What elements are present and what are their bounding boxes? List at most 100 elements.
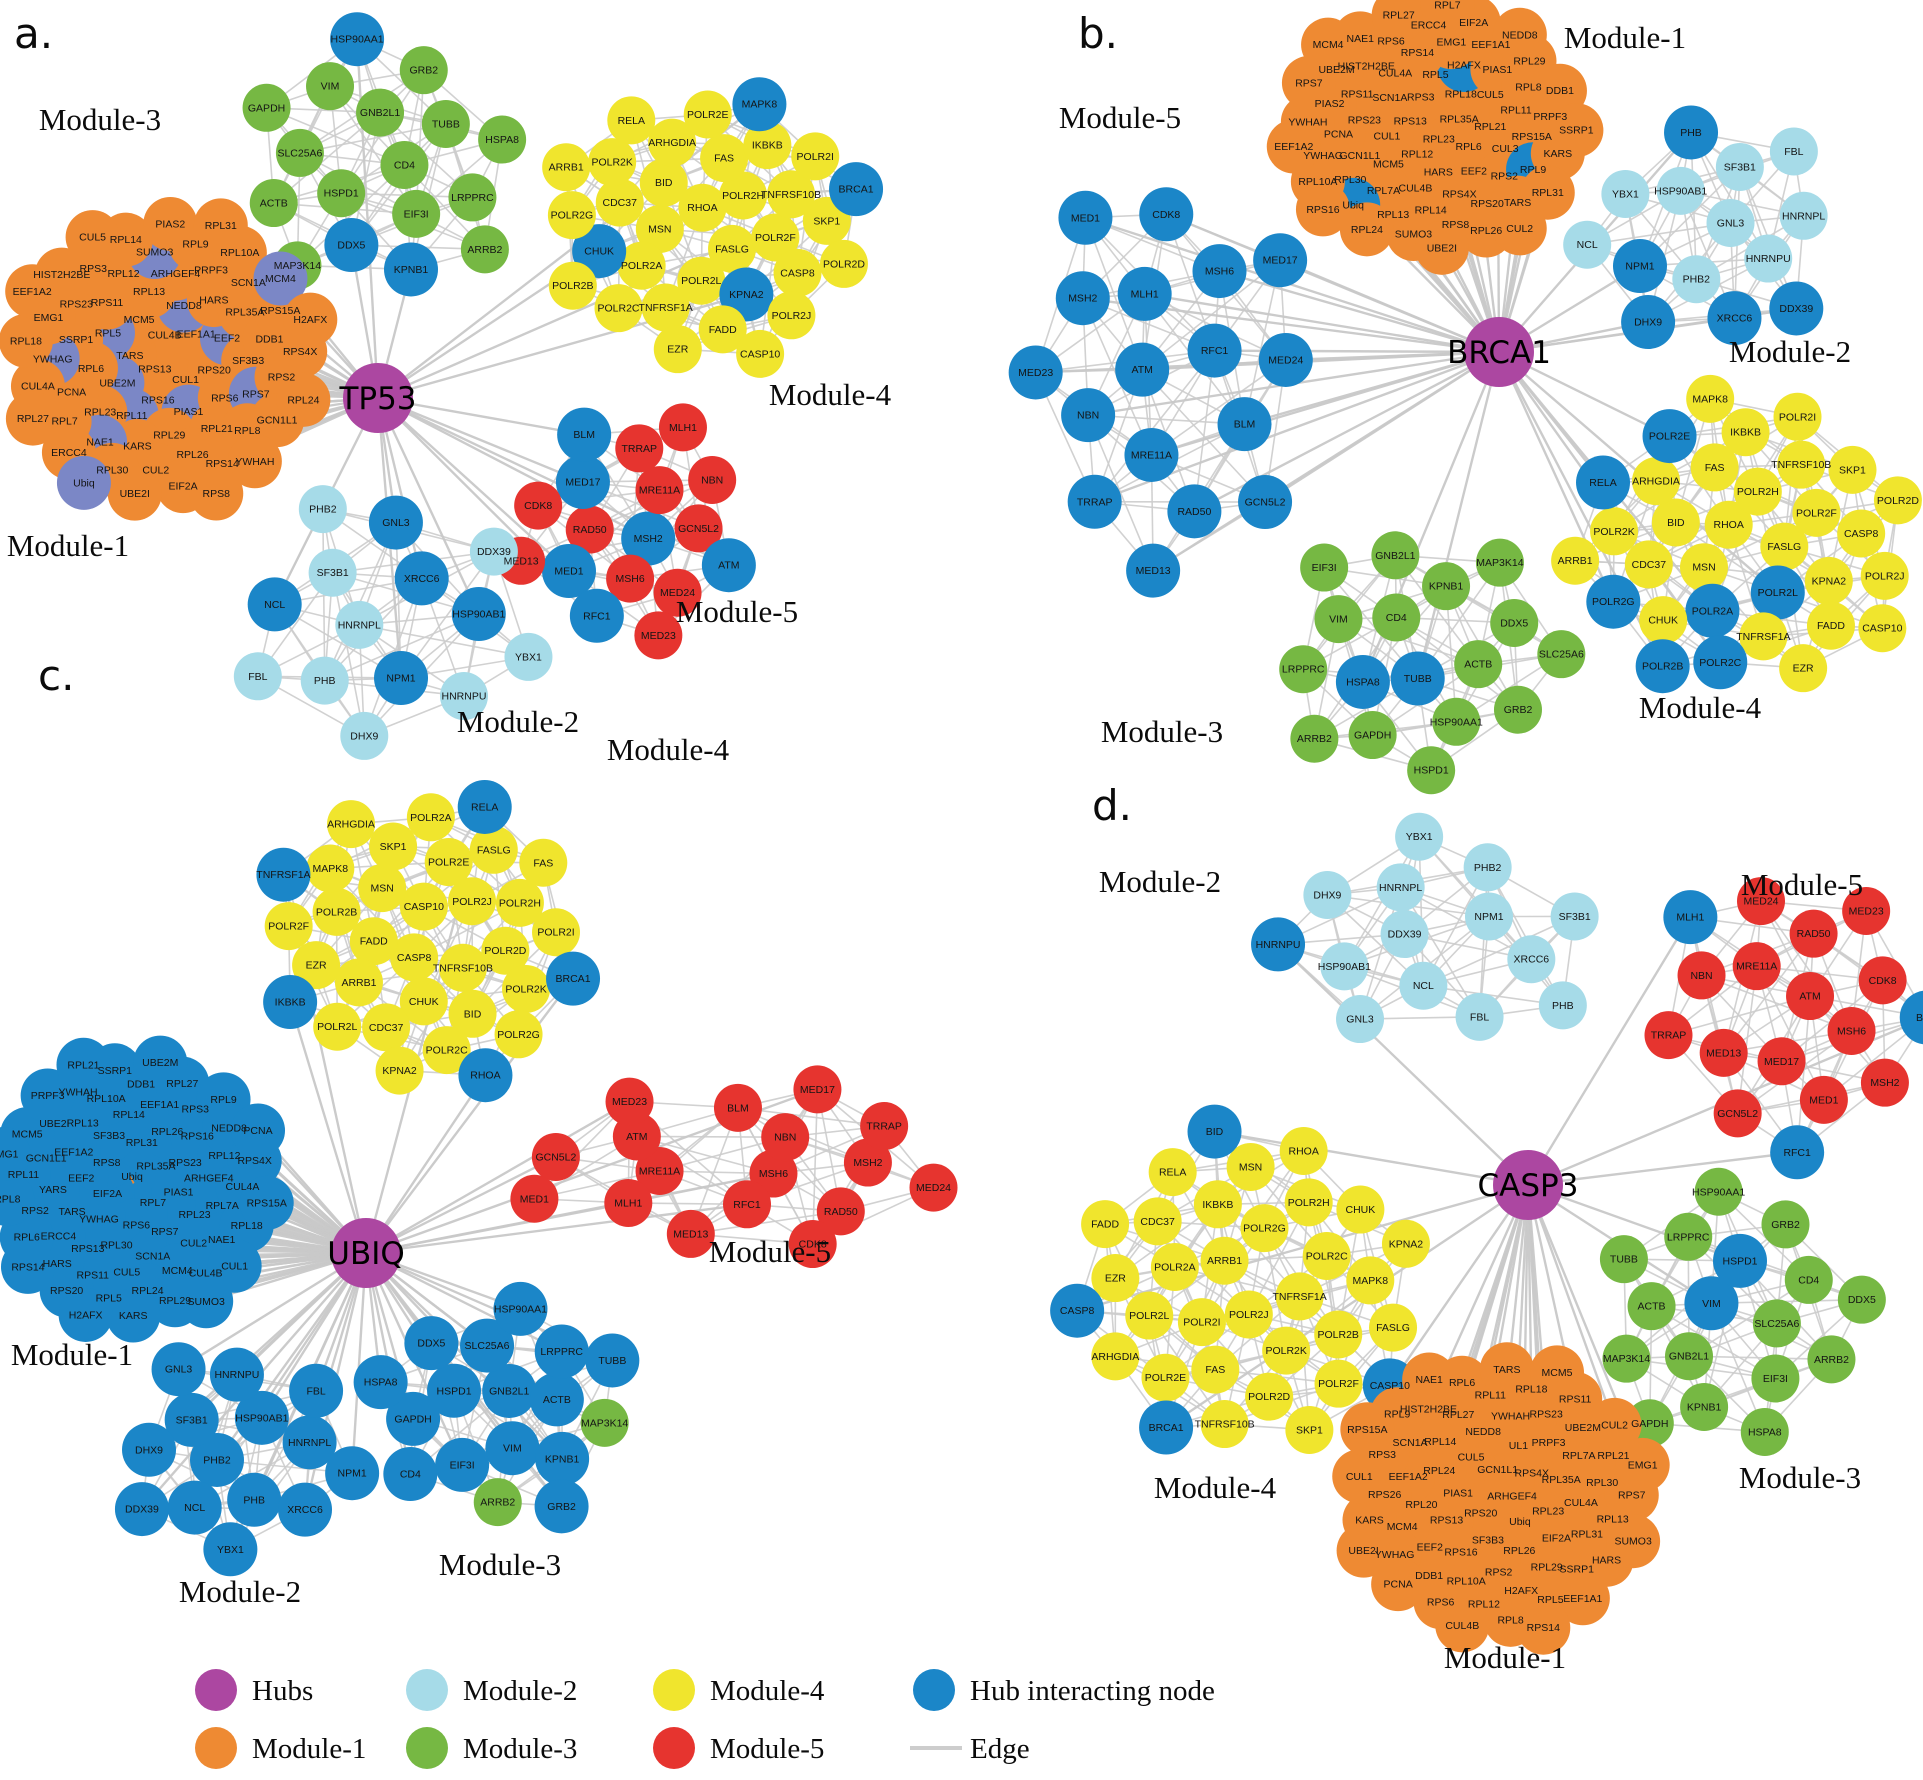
node-label-RPL23: RPL23 <box>1423 134 1455 146</box>
node-label-GRB2: GRB2 <box>1771 1219 1800 1231</box>
node-label-GNL3: GNL3 <box>165 1364 193 1376</box>
node-label-DDX39: DDX39 <box>1388 929 1422 941</box>
legend-item-module-2: Module-2 <box>406 1669 577 1711</box>
node-label-HSP90AA1: HSP90AA1 <box>494 1303 547 1315</box>
node-label-YBX1: YBX1 <box>1406 831 1433 843</box>
node-label-KPNA2: KPNA2 <box>1812 575 1847 587</box>
node-label-CUL5: CUL5 <box>113 1267 140 1279</box>
node-label-MRE11A: MRE11A <box>639 1165 680 1177</box>
node-label-MSH2: MSH2 <box>1870 1077 1899 1089</box>
node-label-CDC37: CDC37 <box>1140 1216 1175 1228</box>
node-label-POLR2E: POLR2E <box>1649 431 1690 443</box>
node-label-NEDD8: NEDD8 <box>1502 29 1538 41</box>
module-label-b-Module-4: Module-4 <box>1639 690 1762 725</box>
node-label-HNRNPL: HNRNPL <box>288 1437 331 1449</box>
node-label-PHB: PHB <box>243 1494 265 1506</box>
node-label-YWHAG: YWHAG <box>33 353 73 365</box>
node-label-RPL21: RPL21 <box>201 423 233 435</box>
node-label-DHX9: DHX9 <box>1313 890 1341 902</box>
node-label-EEF1A2: EEF1A2 <box>1389 1471 1428 1483</box>
node-label-BLM: BLM <box>1916 1012 1923 1024</box>
panel-letter-b: b. <box>1078 9 1118 58</box>
node-label-HSP90AB1: HSP90AB1 <box>1654 185 1707 197</box>
node-label-ACTB: ACTB <box>1464 659 1492 671</box>
node-label-NAE1: NAE1 <box>1346 33 1374 45</box>
node-label-YWHAG: YWHAG <box>1375 1549 1415 1561</box>
node-label-FASLG: FASLG <box>1767 541 1801 553</box>
node-label-TNFRSF10B: TNFRSF10B <box>433 962 493 974</box>
node-label-POLR2H: POLR2H <box>499 897 541 909</box>
node-label-POLR2A: POLR2A <box>410 812 451 824</box>
node-label-HSPA8: HSPA8 <box>364 1377 398 1389</box>
node-label-RPS7: RPS7 <box>1618 1490 1646 1502</box>
node-label-KPNA2: KPNA2 <box>382 1065 417 1077</box>
node-label-POLR2D: POLR2D <box>1877 495 1919 507</box>
node-label-POLR2C: POLR2C <box>426 1045 468 1057</box>
node-label-HSPA8: HSPA8 <box>1346 676 1380 688</box>
node-label-DDB1: DDB1 <box>255 334 283 346</box>
node-label-HARS: HARS <box>1424 167 1453 179</box>
node-label-RPL13: RPL13 <box>67 1117 99 1129</box>
node-label-BID: BID <box>1667 517 1685 529</box>
node-label-RPL5: RPL5 <box>96 1293 122 1305</box>
node-label-SF3B3: SF3B3 <box>232 355 264 367</box>
node-label-IKBKB: IKBKB <box>275 997 306 1009</box>
node-label-POLR2H: POLR2H <box>722 190 764 202</box>
node-label-POLR2B: POLR2B <box>1317 1329 1358 1341</box>
node-label-FAS: FAS <box>714 153 734 165</box>
node-label-RPL13: RPL13 <box>1597 1514 1629 1526</box>
node-label-RPL27: RPL27 <box>1383 10 1415 22</box>
node-label-EEF2: EEF2 <box>1417 1542 1443 1554</box>
node-label-HSPA8: HSPA8 <box>485 134 519 146</box>
node-label-GCN5L2: GCN5L2 <box>678 523 719 535</box>
node-label-SUMO3: SUMO3 <box>136 247 174 259</box>
node-label-RPL6: RPL6 <box>78 363 104 375</box>
legend-swatch-orange-icon <box>195 1727 237 1769</box>
node-label-GNL3: GNL3 <box>1717 217 1745 229</box>
node-label-POLR2I: POLR2I <box>1183 1317 1220 1329</box>
node-label-HSP90AB1: HSP90AB1 <box>1318 961 1371 973</box>
node-label-POLR2A: POLR2A <box>1692 605 1733 617</box>
module-label-c-Module-2: Module-2 <box>179 1574 301 1609</box>
node-label-POLR2K: POLR2K <box>1265 1345 1306 1357</box>
node-label-SSRP1: SSRP1 <box>98 1065 133 1077</box>
node-label-POLR2I: POLR2I <box>797 151 834 163</box>
node-label-MRE11A: MRE11A <box>1131 449 1172 461</box>
node-label-KPNB1: KPNB1 <box>394 264 429 276</box>
node-label-SSRP1: SSRP1 <box>1559 125 1594 137</box>
node-label-RPL35A: RPL35A <box>225 307 264 319</box>
node-label-CASP10: CASP10 <box>404 901 444 913</box>
node-label-GAPDH: GAPDH <box>394 1413 431 1425</box>
node-label-RPL24: RPL24 <box>1423 1465 1455 1477</box>
node-label-PHB2: PHB2 <box>309 504 337 516</box>
node-label-TNFRSF1A: TNFRSF1A <box>256 869 310 881</box>
node-label-MCM4: MCM4 <box>1313 39 1344 51</box>
node-label-MCM5: MCM5 <box>124 314 155 326</box>
node-label-RPL31: RPL31 <box>1571 1529 1603 1541</box>
node-label-RPL26: RPL26 <box>1503 1545 1535 1557</box>
legend-swatch-yellow-icon <box>653 1669 695 1711</box>
node-label-GCN1L1: GCN1L1 <box>1477 1464 1518 1476</box>
node-label-RPS14: RPS14 <box>1527 1622 1560 1634</box>
node-label-POLR2D: POLR2D <box>484 945 526 957</box>
module-label-c-Module-5: Module-5 <box>709 1234 831 1269</box>
node-label-RELA: RELA <box>1159 1167 1186 1179</box>
node-label-NAE1: NAE1 <box>1415 1374 1443 1386</box>
legend-item-hubs: Hubs <box>195 1669 313 1711</box>
node-label-TARS: TARS <box>116 350 143 362</box>
node-label-POLR2H: POLR2H <box>1737 486 1779 498</box>
node-label-IKBKB: IKBKB <box>1202 1199 1233 1211</box>
node-label-POLR2C: POLR2C <box>598 303 640 315</box>
node-label-EEF2: EEF2 <box>68 1173 94 1185</box>
node-label-RPL27: RPL27 <box>166 1078 198 1090</box>
node-label-HSP90AA1: HSP90AA1 <box>331 34 384 46</box>
node-label-RPL23: RPL23 <box>84 406 116 418</box>
node-label-TARS: TARS <box>1493 1364 1520 1376</box>
node-label-NCL: NCL <box>1577 239 1598 251</box>
node-label-HNRNPU: HNRNPU <box>1746 253 1791 265</box>
node-label-EIF2A: EIF2A <box>168 481 197 493</box>
node-label-RFC1: RFC1 <box>1783 1147 1811 1159</box>
node-label-NAE1: NAE1 <box>208 1234 236 1246</box>
node-label-HNRNPL: HNRNPL <box>1782 210 1825 222</box>
node-label-PRPF3: PRPF3 <box>1533 111 1567 123</box>
